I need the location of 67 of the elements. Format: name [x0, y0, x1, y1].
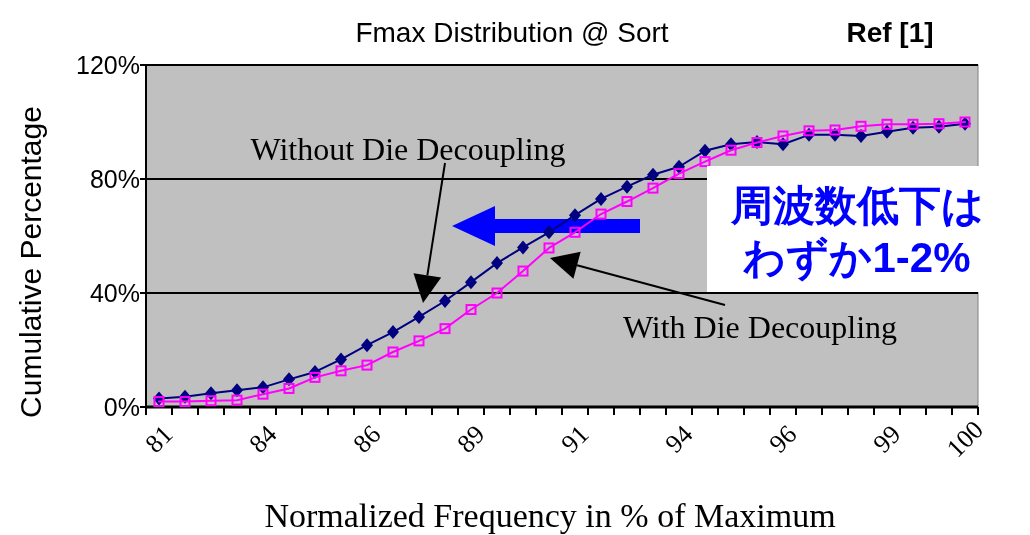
y-tick-label: 0%	[103, 393, 140, 421]
point	[465, 304, 477, 316]
point	[413, 309, 425, 324]
chart-title: Fmax Distribution @ Sort	[355, 16, 669, 48]
point	[153, 396, 165, 408]
point	[933, 118, 945, 130]
text: With Die Decoupling	[622, 309, 898, 345]
x-tick-label: 81	[139, 419, 179, 459]
x-tick-label: 99	[867, 419, 907, 459]
point	[881, 118, 893, 130]
point	[543, 242, 555, 254]
point	[439, 293, 451, 308]
point	[595, 208, 607, 220]
point	[777, 130, 789, 142]
point	[621, 196, 633, 208]
point	[543, 225, 555, 240]
point	[829, 124, 841, 136]
point	[413, 335, 425, 347]
point	[231, 383, 243, 398]
y-tick-label: 120%	[76, 51, 140, 79]
text: Ref [1]	[846, 16, 934, 48]
point	[569, 226, 581, 238]
point	[205, 395, 217, 407]
y-tick-label: 40%	[89, 279, 140, 307]
point	[257, 388, 269, 400]
point	[647, 167, 659, 182]
point	[673, 168, 685, 180]
point	[283, 372, 295, 387]
point	[361, 338, 373, 353]
point	[517, 265, 529, 277]
point	[231, 394, 243, 406]
point	[699, 143, 711, 158]
point	[439, 323, 451, 335]
point	[361, 359, 373, 371]
point	[335, 352, 347, 367]
x-axis-title: Normalized Frequency in % of Maximum	[264, 496, 836, 534]
x-tick-label: 96	[763, 419, 803, 459]
point	[907, 118, 919, 130]
x-tick-label: 100	[940, 414, 990, 464]
point	[595, 191, 607, 206]
x-tick-label: 86	[347, 419, 387, 459]
point	[491, 256, 503, 271]
point	[569, 208, 581, 223]
point	[621, 179, 633, 194]
point	[335, 365, 347, 377]
point	[283, 382, 295, 394]
point	[309, 371, 321, 383]
annotation: 周波数低下は	[729, 181, 984, 229]
point	[855, 120, 867, 132]
annotation: わずか1-2%	[743, 233, 971, 282]
point	[517, 240, 529, 255]
point	[387, 346, 399, 358]
x-tick-label: 89	[451, 419, 491, 459]
point	[491, 287, 503, 299]
y-axis-title: Cumulative Percentage	[13, 106, 47, 418]
series-label: Without Die Decoupling	[250, 131, 566, 167]
point	[699, 156, 711, 168]
point	[647, 182, 659, 194]
point	[465, 275, 477, 290]
x-tick-label: 94	[659, 419, 699, 459]
y-tick-label: 80%	[89, 165, 140, 193]
x-tick-label: 84	[243, 419, 283, 459]
point	[387, 325, 399, 340]
point	[179, 396, 191, 408]
point	[725, 144, 737, 156]
point	[803, 125, 815, 137]
x-tick-label: 91	[555, 419, 595, 459]
